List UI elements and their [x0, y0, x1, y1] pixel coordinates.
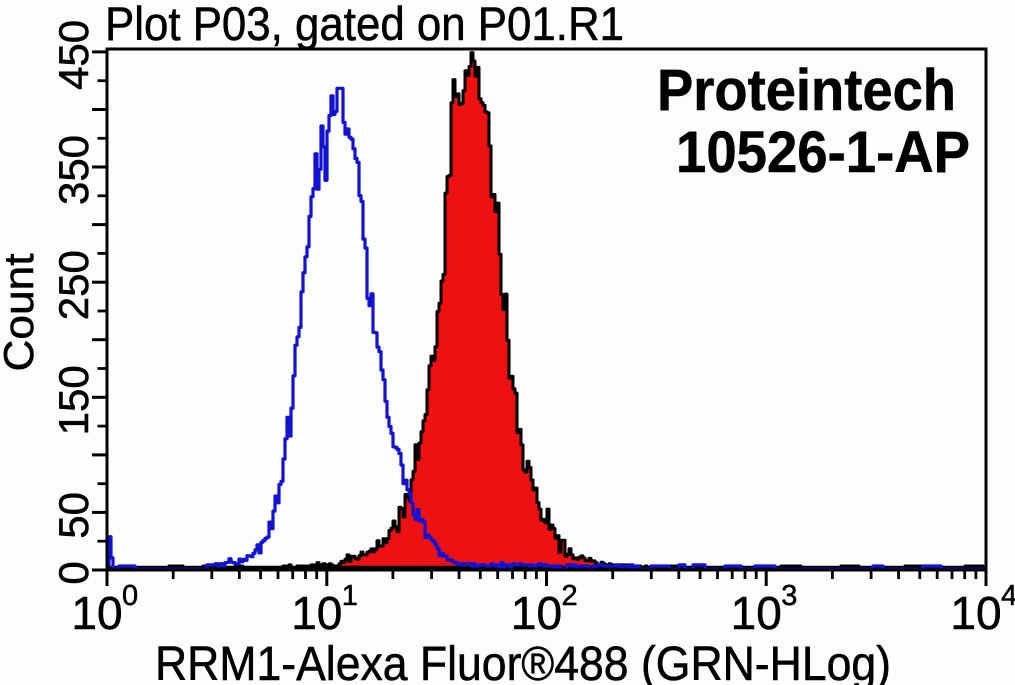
svg-text:250: 250: [50, 250, 97, 320]
svg-text:10: 10: [71, 587, 122, 639]
svg-text:150: 150: [50, 365, 97, 435]
svg-text:2: 2: [562, 580, 578, 612]
svg-text:0: 0: [50, 561, 97, 584]
svg-text:350: 350: [50, 135, 97, 205]
svg-text:Count: Count: [0, 253, 42, 371]
svg-text:10: 10: [511, 587, 562, 639]
svg-text:10: 10: [731, 587, 782, 639]
svg-text:450: 450: [50, 20, 97, 90]
svg-text:50: 50: [50, 492, 97, 539]
svg-text:0: 0: [122, 580, 138, 612]
svg-text:1: 1: [342, 580, 358, 612]
svg-text:10526-1-AP: 10526-1-AP: [676, 120, 970, 185]
svg-text:Plot P03, gated on P01.R1: Plot P03, gated on P01.R1: [105, 0, 624, 50]
svg-text:10: 10: [950, 587, 1001, 639]
svg-text:4: 4: [1001, 580, 1015, 612]
svg-text:Proteintech: Proteintech: [657, 58, 956, 123]
svg-text:3: 3: [781, 580, 797, 612]
svg-text:RRM1-Alexa Fluor®488 (GRN-HLog: RRM1-Alexa Fluor®488 (GRN-HLog): [155, 638, 891, 685]
svg-text:10: 10: [291, 587, 342, 639]
